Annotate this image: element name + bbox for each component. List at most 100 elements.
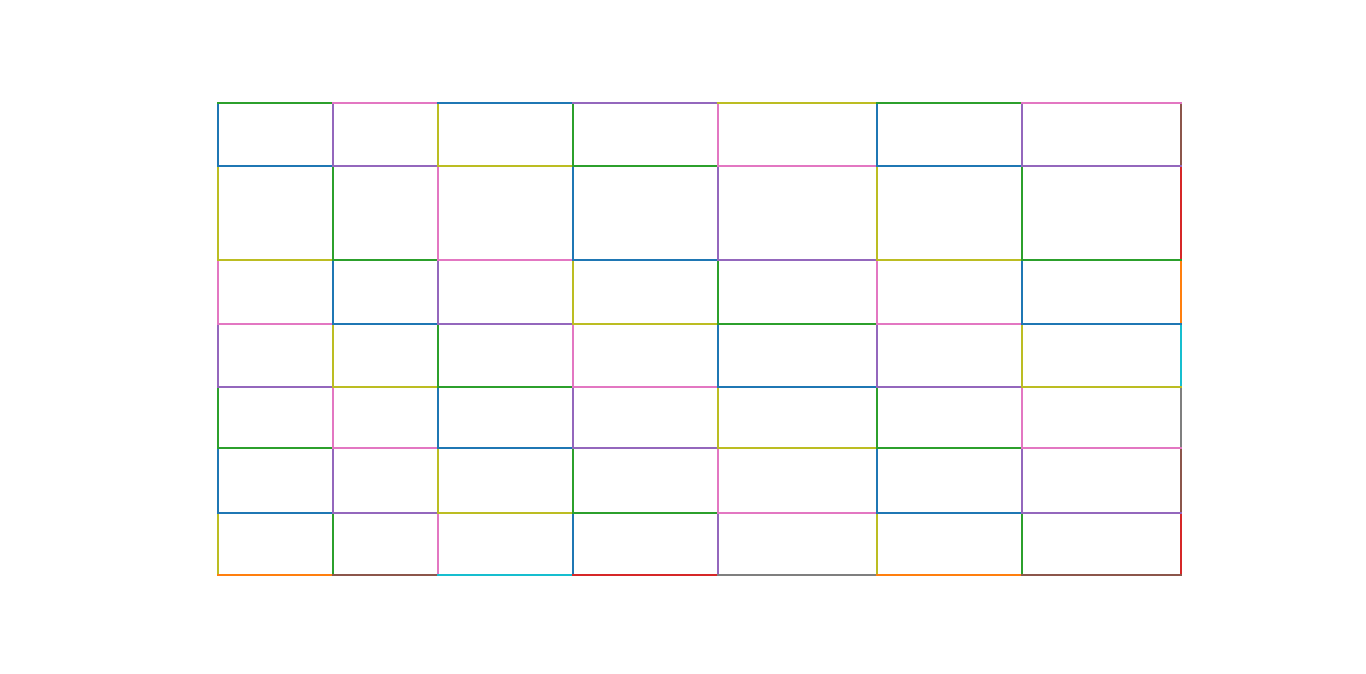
grid-h-line	[332, 259, 439, 261]
grid-h-line	[572, 386, 719, 388]
grid-v-line	[572, 166, 574, 260]
grid-v-line	[437, 166, 439, 260]
grid-v-line	[572, 513, 574, 575]
grid-h-line	[332, 165, 439, 167]
grid-h-line	[217, 165, 334, 167]
grid-h-line	[876, 447, 1023, 449]
grid-v-line	[437, 324, 439, 387]
grid-v-line	[217, 448, 219, 513]
grid-h-line	[332, 512, 439, 514]
grid-h-line	[437, 165, 574, 167]
grid-h-line	[217, 447, 334, 449]
grid-v-line	[217, 260, 219, 324]
grid-h-line	[332, 323, 439, 325]
grid-v-line	[717, 166, 719, 260]
grid-h-line	[1021, 323, 1182, 325]
grid-h-line	[217, 386, 334, 388]
grid-v-line	[572, 260, 574, 324]
grid-v-line	[217, 166, 219, 260]
grid-h-line	[876, 259, 1023, 261]
grid-h-line	[876, 102, 1023, 104]
grid-v-line	[1180, 324, 1182, 387]
grid-v-line	[1021, 260, 1023, 324]
grid-h-line	[1021, 512, 1182, 514]
grid-h-line	[717, 102, 878, 104]
grid-v-line	[876, 324, 878, 387]
grid-h-line	[717, 323, 878, 325]
grid-h-line	[332, 447, 439, 449]
grid-v-line	[1180, 387, 1182, 448]
grid-h-line	[717, 259, 878, 261]
grid-v-line	[572, 387, 574, 448]
grid-v-line	[1180, 513, 1182, 575]
grid-v-line	[437, 387, 439, 448]
grid-h-line	[717, 447, 878, 449]
grid-v-line	[876, 166, 878, 260]
grid-v-line	[332, 103, 334, 166]
grid-h-line	[332, 102, 439, 104]
grid-h-line	[876, 574, 1023, 576]
grid-v-line	[217, 513, 219, 575]
grid-v-line	[332, 324, 334, 387]
grid-h-line	[217, 259, 334, 261]
grid-h-line	[717, 574, 878, 576]
grid-h-line	[1021, 447, 1182, 449]
grid-v-line	[332, 260, 334, 324]
grid-v-line	[717, 260, 719, 324]
grid-h-line	[217, 102, 334, 104]
grid-v-line	[572, 324, 574, 387]
grid-v-line	[572, 448, 574, 513]
grid-v-line	[217, 324, 219, 387]
grid-h-line	[437, 512, 574, 514]
grid-v-line	[876, 387, 878, 448]
grid-h-line	[437, 102, 574, 104]
grid-h-line	[1021, 386, 1182, 388]
grid-v-line	[437, 513, 439, 575]
grid-v-line	[1021, 448, 1023, 513]
grid-h-line	[1021, 102, 1182, 104]
grid-v-line	[217, 103, 219, 166]
grid-h-line	[876, 165, 1023, 167]
grid-h-line	[437, 574, 574, 576]
grid-v-line	[437, 448, 439, 513]
grid-h-line	[572, 165, 719, 167]
grid-h-line	[717, 386, 878, 388]
grid-v-line	[717, 448, 719, 513]
grid-v-line	[1180, 166, 1182, 260]
grid-h-line	[1021, 574, 1182, 576]
grid-h-line	[572, 323, 719, 325]
grid-v-line	[876, 513, 878, 575]
grid-h-line	[217, 512, 334, 514]
grid-h-line	[572, 259, 719, 261]
grid-v-line	[332, 513, 334, 575]
grid-v-line	[1021, 103, 1023, 166]
grid-v-line	[717, 324, 719, 387]
grid-v-line	[437, 103, 439, 166]
grid-v-line	[332, 448, 334, 513]
grid-v-line	[217, 387, 219, 448]
grid-h-line	[572, 512, 719, 514]
grid-v-line	[717, 103, 719, 166]
grid-h-line	[1021, 165, 1182, 167]
grid-h-line	[217, 323, 334, 325]
grid-v-line	[1021, 513, 1023, 575]
grid-h-line	[1021, 259, 1182, 261]
grid-v-line	[876, 260, 878, 324]
grid-h-line	[217, 574, 334, 576]
grid-v-line	[1021, 324, 1023, 387]
grid-h-line	[717, 512, 878, 514]
grid-h-line	[332, 574, 439, 576]
grid-v-line	[717, 513, 719, 575]
grid-v-line	[1180, 260, 1182, 324]
grid-v-line	[332, 166, 334, 260]
grid-v-line	[437, 260, 439, 324]
grid-v-line	[1021, 387, 1023, 448]
grid-v-line	[1180, 448, 1182, 513]
grid-h-line	[572, 574, 719, 576]
grid-v-line	[876, 103, 878, 166]
grid-v-line	[1021, 166, 1023, 260]
grid-h-line	[332, 386, 439, 388]
grid-h-line	[437, 259, 574, 261]
grid-v-line	[717, 387, 719, 448]
